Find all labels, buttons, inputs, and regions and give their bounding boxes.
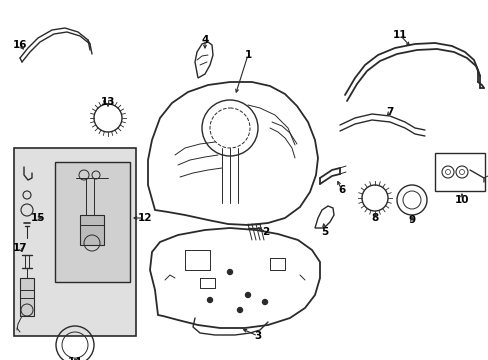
Text: 7: 7: [386, 107, 393, 117]
Bar: [80, 215, 104, 245]
Circle shape: [237, 307, 242, 312]
Text: 12: 12: [138, 213, 152, 223]
Text: 13: 13: [101, 97, 115, 107]
Bar: [20, 278, 34, 316]
Text: 11: 11: [392, 30, 407, 40]
Circle shape: [227, 270, 232, 274]
Bar: [434, 153, 484, 191]
Text: 17: 17: [13, 243, 27, 253]
Circle shape: [207, 297, 212, 302]
Circle shape: [245, 292, 250, 297]
Text: 4: 4: [201, 35, 208, 45]
Text: 5: 5: [321, 227, 328, 237]
Text: 14: 14: [67, 357, 82, 360]
Text: 16: 16: [13, 40, 27, 50]
Circle shape: [262, 300, 267, 305]
Text: 10: 10: [454, 195, 468, 205]
Bar: [55, 162, 130, 282]
Text: 9: 9: [407, 215, 415, 225]
Text: 8: 8: [370, 213, 378, 223]
Text: 3: 3: [254, 331, 261, 341]
Text: 6: 6: [338, 185, 345, 195]
Text: 1: 1: [244, 50, 251, 60]
Text: 15: 15: [31, 213, 45, 223]
Text: 2: 2: [262, 227, 269, 237]
Bar: [14, 148, 136, 336]
